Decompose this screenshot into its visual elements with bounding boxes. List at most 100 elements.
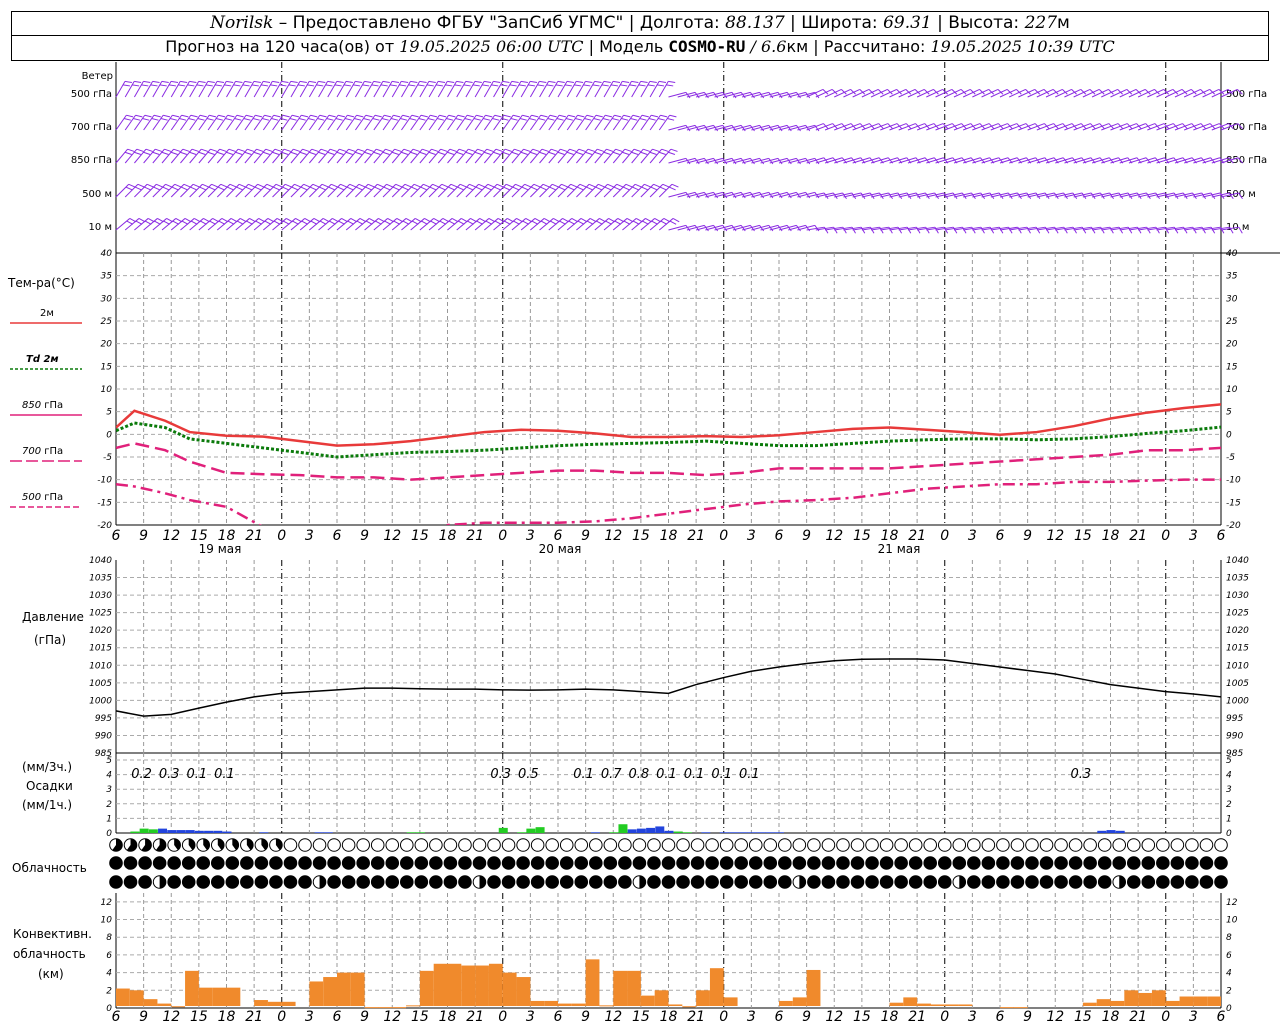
wind-barb-feather bbox=[463, 84, 471, 87]
wind-barb-staff bbox=[797, 157, 815, 164]
cloud-circle bbox=[167, 875, 181, 889]
wind-barb-staff bbox=[281, 114, 293, 131]
wind-barb-staff bbox=[1119, 226, 1138, 231]
convective-bar bbox=[779, 1000, 793, 1006]
temp-tick-left: 15 bbox=[101, 362, 113, 372]
legend-td-symbol: Td bbox=[26, 354, 41, 365]
cloud-circle bbox=[1068, 875, 1083, 889]
wind-barb-staff bbox=[990, 192, 1009, 198]
wind-barb-feather bbox=[159, 84, 167, 87]
x-tick-label: 6 bbox=[996, 528, 1005, 544]
wind-barb-staff bbox=[815, 226, 834, 231]
x-tick-label: 9 bbox=[1023, 528, 1032, 544]
cloud-circle bbox=[574, 856, 589, 870]
wind-barb-feather bbox=[703, 158, 709, 165]
wind-barb-staff bbox=[327, 218, 342, 231]
wind-barb-staff bbox=[953, 123, 971, 131]
cloud-circle bbox=[341, 856, 356, 870]
wind-barb-feather bbox=[564, 84, 572, 87]
wind-barb-feather bbox=[420, 186, 428, 191]
wind-barb-staff bbox=[189, 81, 200, 98]
wind-barb-staff bbox=[493, 114, 505, 131]
wind-barb-staff bbox=[1045, 88, 1063, 98]
cloud-cover-symbol bbox=[356, 856, 370, 870]
wind-barb-staff bbox=[1018, 192, 1037, 198]
wind-barb bbox=[401, 80, 418, 98]
wind-barb bbox=[603, 148, 623, 164]
wind-barb-feather bbox=[307, 84, 315, 87]
cloud-circle bbox=[1097, 875, 1112, 889]
wind-barb bbox=[705, 191, 728, 199]
wind-barb bbox=[198, 114, 217, 131]
wind-barb bbox=[327, 80, 344, 98]
wind-barb-staff bbox=[299, 114, 311, 131]
precip-bar bbox=[673, 831, 683, 833]
wind-barb-feather bbox=[672, 217, 680, 223]
wind-barb bbox=[502, 183, 523, 198]
wind-barb-staff bbox=[437, 218, 453, 231]
wind-barb bbox=[1211, 192, 1234, 200]
wind-barb-staff bbox=[603, 218, 619, 231]
wind-barb-feather bbox=[437, 151, 445, 155]
precip-3h-value: 0.3 bbox=[159, 767, 180, 782]
x-tick-label: 6 bbox=[1217, 528, 1226, 544]
wind-barb-feather bbox=[558, 186, 566, 191]
wind-barb-feather bbox=[418, 118, 426, 121]
cloud-cover-symbol bbox=[1170, 856, 1185, 870]
wind-barb-staff bbox=[999, 192, 1018, 198]
wind-barb-staff bbox=[373, 81, 384, 98]
cloud-circle bbox=[719, 856, 734, 870]
cloud-circle bbox=[923, 838, 938, 852]
wind-barb-feather bbox=[410, 80, 418, 83]
wind-barb bbox=[502, 148, 522, 164]
cloud-circle bbox=[734, 838, 748, 852]
wind-barb bbox=[124, 148, 144, 164]
wind-barb bbox=[428, 114, 447, 131]
wind-barb bbox=[170, 148, 190, 164]
cloud-cover-symbol bbox=[1097, 856, 1112, 870]
wind-barb bbox=[216, 183, 237, 198]
wind-barb-staff bbox=[557, 218, 573, 231]
wind-barb-feather bbox=[879, 192, 884, 200]
wind-barb-feather bbox=[531, 114, 539, 118]
cloud-cover-symbol bbox=[748, 838, 763, 852]
cloud-circle bbox=[1039, 856, 1054, 870]
convective-bar bbox=[350, 972, 365, 1006]
wind-barb-feather bbox=[1163, 89, 1170, 95]
convective-bar bbox=[1124, 990, 1139, 1006]
wind-barb-feather bbox=[668, 186, 676, 191]
wind-barb-feather bbox=[851, 192, 857, 200]
wind-barb-staff bbox=[1211, 88, 1229, 98]
wind-barb bbox=[124, 183, 145, 198]
wind-barb-feather bbox=[155, 148, 162, 152]
wind-barb-feather bbox=[659, 186, 667, 191]
wind-barb-feather bbox=[236, 114, 244, 118]
temp-tick-right: -15 bbox=[1226, 498, 1241, 508]
wind-barb-staff bbox=[686, 157, 705, 164]
wind-barb bbox=[631, 114, 649, 131]
wind-barb-feather bbox=[150, 84, 158, 87]
wind-barb-staff bbox=[539, 183, 553, 198]
wind-barb bbox=[916, 88, 939, 98]
wind-barb-staff bbox=[668, 124, 687, 131]
wind-barb-staff bbox=[226, 114, 238, 131]
convective-tick-left: 8 bbox=[106, 933, 112, 943]
convective-bar bbox=[1082, 1002, 1097, 1006]
wind-barb-feather bbox=[548, 151, 556, 155]
cloud-circle bbox=[283, 875, 298, 889]
wind-barb-feather bbox=[457, 186, 465, 191]
wind-barb-staff bbox=[585, 148, 598, 164]
temp-tick-left: 40 bbox=[101, 249, 113, 259]
cloud-cover-symbol bbox=[1126, 838, 1141, 852]
wind-barb-feather bbox=[180, 186, 188, 191]
wind-barb-feather bbox=[584, 118, 592, 121]
wind-barb-staff bbox=[124, 148, 138, 164]
wind-barb bbox=[1110, 88, 1133, 98]
wind-barb bbox=[769, 157, 792, 165]
wind-barb-staff bbox=[1009, 192, 1027, 198]
wind-barb bbox=[262, 114, 281, 131]
cloud-cover-symbol bbox=[894, 875, 908, 889]
wind-barb-staff bbox=[806, 157, 824, 164]
cloud-cover-symbol bbox=[399, 875, 414, 889]
wind-barb-feather bbox=[579, 183, 587, 188]
